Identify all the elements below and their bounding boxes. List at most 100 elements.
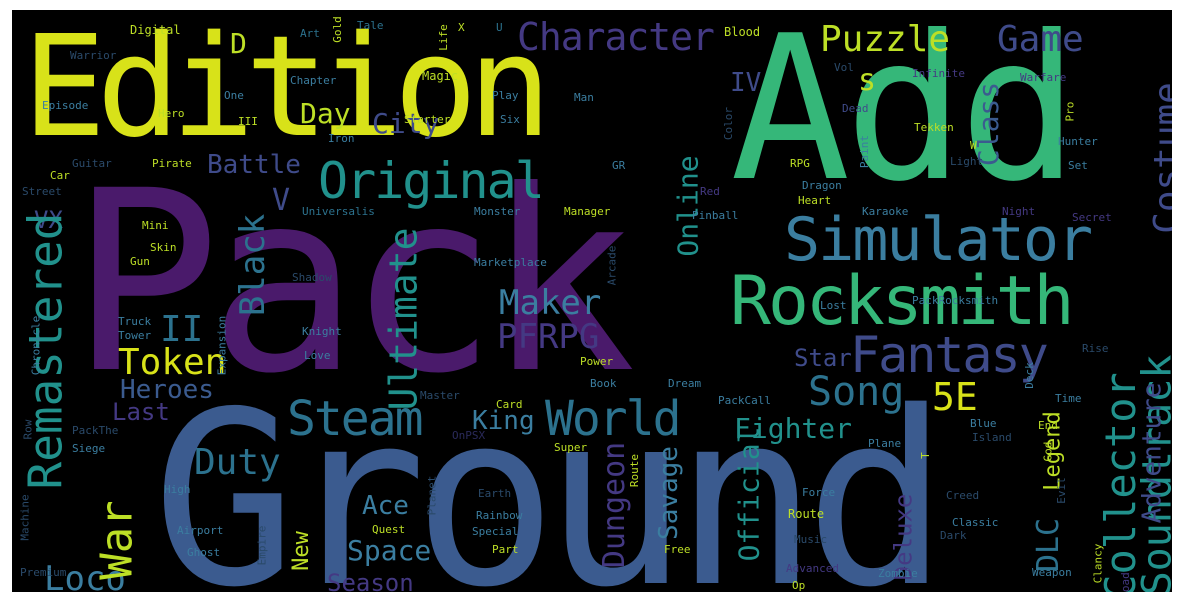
word-creed: Creed <box>946 489 980 502</box>
word-street: Street <box>22 185 62 198</box>
word-black: Black <box>233 213 274 317</box>
word-end: End <box>1038 419 1058 432</box>
word-w: T <box>918 452 932 459</box>
word-manager: Manager <box>564 205 611 218</box>
word-empire: Dark <box>940 529 967 542</box>
word-gun: Gun <box>130 255 150 268</box>
word-online: Online <box>671 155 705 257</box>
word-warfare: Warfare <box>1020 71 1067 84</box>
word-s: s <box>858 63 877 98</box>
word-free: Part <box>492 543 519 556</box>
word-loco: Loco <box>44 559 126 592</box>
word-chronicle: Chronicle <box>29 315 43 376</box>
word-light: Light <box>950 155 984 168</box>
word-edition: Edition <box>22 10 552 169</box>
word-new: New <box>288 531 314 571</box>
word-skin: Skin <box>150 241 177 254</box>
word-part: Ghost <box>187 546 221 559</box>
word-quest: Airport <box>177 524 224 537</box>
word-5e: 5E <box>932 375 978 419</box>
word-last: Last <box>112 398 170 426</box>
word-heroes: Heroes <box>120 375 214 405</box>
word-pinball: Pinball <box>692 209 739 222</box>
word-card: Card <box>496 398 523 411</box>
word-add: Add <box>730 10 1079 226</box>
word-knight: Knight <box>302 325 342 338</box>
word-u: U <box>496 21 503 34</box>
word-arcade: Arcade <box>605 245 619 286</box>
word-road: Zombie <box>878 567 918 580</box>
word-shadow: Shadow <box>292 271 332 284</box>
word-pfrpg: PFRPG <box>497 317 600 357</box>
word-king: King <box>472 406 535 436</box>
word-vx: VX <box>34 206 63 234</box>
word-ii: II <box>160 309 204 350</box>
word-collector: Collector <box>1095 372 1145 592</box>
word-one: One <box>224 89 244 102</box>
word-gold: Gold <box>330 16 344 43</box>
word-t: GR <box>612 159 626 172</box>
word-original: Original <box>318 152 545 210</box>
word-hero: Hero <box>158 107 185 120</box>
word-token: Token <box>118 342 227 383</box>
word-episode: Episode <box>42 99 89 112</box>
word-ground: Ground <box>152 360 949 592</box>
word-tekken: Tekken <box>914 121 954 134</box>
word-puzzle: Puzzle <box>820 19 951 60</box>
word-classic: Special <box>472 525 519 538</box>
word-x: X <box>458 21 465 34</box>
word-fantasy: Fantasy <box>850 326 1049 384</box>
word-warrior: Warrior <box>70 49 117 62</box>
word-official: Official <box>732 426 766 562</box>
word-dead: Dead <box>842 102 869 115</box>
word-cloud: Pack Ground Add Edition Rocksmith Simula… <box>12 10 1172 592</box>
word-dlc: DLC <box>1031 517 1067 573</box>
word-lost: Lost <box>820 299 847 312</box>
word-expansion: Expansion <box>215 315 229 376</box>
word-onpsx: OnPSX <box>452 429 486 442</box>
word-song: Song <box>808 369 905 415</box>
word-simulator: Simulator <box>784 205 1093 275</box>
word-star: Star <box>794 344 852 372</box>
word-steam: Steam <box>287 391 423 447</box>
word-earth: Earth <box>478 487 512 500</box>
word-rise: Rise <box>1082 342 1109 355</box>
word-guitar: Guitar <box>72 157 112 170</box>
word-infinite: Infinite <box>912 67 965 80</box>
word-savage: Savage <box>653 446 684 540</box>
word-tale: Tale <box>357 19 384 32</box>
word-maker: Maker <box>499 283 602 323</box>
word-color: Color <box>722 106 736 141</box>
word-time: Time <box>1055 392 1082 405</box>
word-art: Art <box>300 27 320 40</box>
word-ace: Ace <box>362 491 409 521</box>
word-iv: IV <box>730 68 762 98</box>
word-ultimate: Ultimate <box>381 227 426 411</box>
word-character: Character <box>517 15 715 59</box>
word-dark: Music <box>794 533 828 546</box>
word-adventure: Adventure <box>1137 382 1168 524</box>
word-heart: Heart <box>798 194 832 207</box>
word-costume: Costume <box>1146 82 1172 234</box>
word-book: Book <box>590 377 617 390</box>
word-magic: Magic <box>422 69 459 83</box>
word-red: Red <box>700 185 720 198</box>
word-rocksmith: Rocksmith <box>730 262 1074 341</box>
word-space: Space <box>347 534 432 567</box>
word-karaoke: Karaoke <box>862 205 909 218</box>
word-packrocksmith: PackRocksmith <box>912 294 999 307</box>
word-rpg: RPG <box>790 157 810 170</box>
word-d: D <box>230 27 247 60</box>
word-dungeon: Dungeon <box>597 441 633 569</box>
word-digital: Digital <box>130 23 181 37</box>
word-dragon: Dragon <box>802 179 842 192</box>
word-weapon: Advanced <box>786 562 839 575</box>
word-blue: Blue <box>970 417 997 430</box>
word-marketplace: Marketplace <box>474 256 547 269</box>
word-vol: Vol <box>834 61 854 74</box>
word-airport: Route <box>788 507 825 521</box>
word-set: Set <box>1068 159 1088 172</box>
word-season: Season <box>327 569 414 592</box>
word-hunter: Hunter <box>1058 135 1098 148</box>
word-machine: Machine <box>18 494 32 541</box>
